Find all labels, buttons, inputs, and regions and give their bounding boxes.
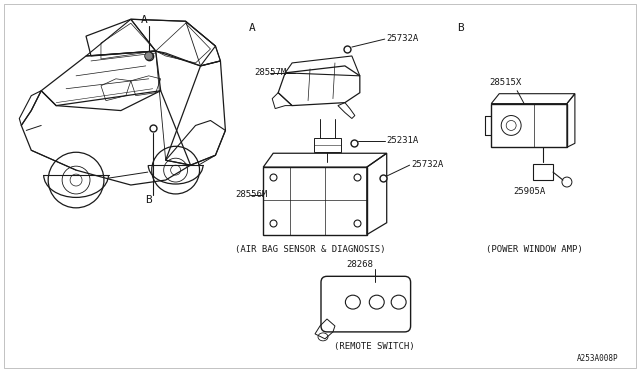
Text: B: B <box>458 23 464 33</box>
Bar <box>533 164 553 180</box>
Text: (POWER WINDOW AMP): (POWER WINDOW AMP) <box>486 245 582 254</box>
Text: 28557M: 28557M <box>254 68 287 77</box>
Bar <box>314 138 341 152</box>
Text: (AIR BAG SENSOR & DIAGNOSIS): (AIR BAG SENSOR & DIAGNOSIS) <box>235 245 385 254</box>
Text: 28515X: 28515X <box>489 78 522 87</box>
Text: 25905A: 25905A <box>513 187 545 196</box>
Text: 28556M: 28556M <box>236 190 268 199</box>
Text: (REMOTE SWITCH): (REMOTE SWITCH) <box>335 342 415 351</box>
Bar <box>263 167 367 235</box>
Text: 28268: 28268 <box>346 260 373 269</box>
Text: A: A <box>140 15 147 25</box>
Text: A: A <box>248 23 255 33</box>
Text: 25732A: 25732A <box>387 33 419 43</box>
Text: 25732A: 25732A <box>412 160 444 169</box>
Text: A253A008P: A253A008P <box>577 354 619 363</box>
Circle shape <box>145 52 153 60</box>
Bar <box>492 104 567 147</box>
Text: 25231A: 25231A <box>387 136 419 145</box>
Text: B: B <box>145 195 152 205</box>
